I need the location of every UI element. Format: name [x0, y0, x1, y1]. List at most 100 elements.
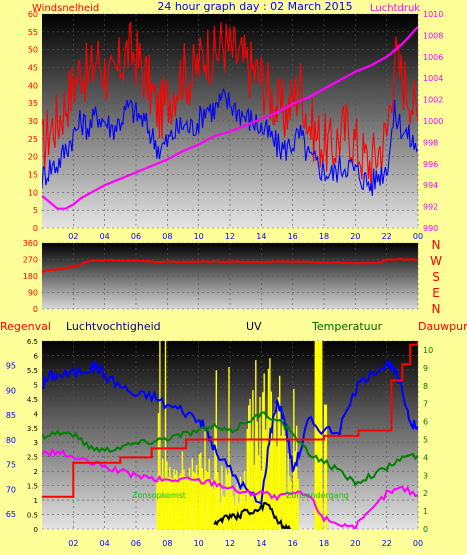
y-uv-tick: 0.5: [27, 512, 38, 520]
y-uv-tick: 1: [34, 497, 38, 505]
y-left-tick: 40: [28, 81, 38, 90]
uv-bar: [191, 458, 193, 529]
y-right-tick: 1002: [423, 96, 443, 105]
uv-bar: [157, 413, 160, 529]
uv-bar: [277, 397, 279, 529]
uv-bar: [159, 341, 161, 529]
uv-bar: [283, 412, 285, 529]
uv-bar: [166, 461, 168, 529]
uv-bar: [294, 451, 296, 529]
uv-bar: [249, 398, 251, 529]
compass-label: W: [430, 254, 442, 268]
uv-bar: [194, 473, 196, 529]
uv-bar: [176, 470, 178, 529]
uv-bar: [229, 466, 232, 529]
uv-bar: [181, 451, 184, 529]
uv-bar: [205, 470, 208, 529]
uv-bar: [170, 477, 172, 529]
panel2-lines: [42, 257, 418, 274]
panel1-left-label: Windsnelheid: [32, 3, 99, 14]
y-humidity-tick: 80: [6, 436, 16, 445]
compass-label: S: [432, 270, 440, 284]
series-luchtdruk: [42, 26, 418, 210]
x-tick: 10: [194, 539, 204, 548]
uv-bar: [262, 392, 264, 529]
uv-bar: [297, 478, 299, 529]
uv-bar: [224, 496, 226, 529]
uv-bar: [211, 479, 213, 529]
y-uv-tick: 5: [34, 381, 38, 389]
uv-bar: [188, 467, 191, 529]
series-uv: [213, 501, 293, 529]
y-temp-tick: 9: [423, 364, 428, 373]
y-left-tick: 20: [28, 153, 38, 162]
x-tick: 04: [100, 539, 110, 548]
x-tick: 20: [350, 232, 360, 241]
x-tick: 02: [68, 539, 78, 548]
uv-bar: [290, 481, 292, 529]
series-temperatuur: [42, 411, 418, 487]
uv-bar: [193, 471, 195, 529]
uv-bar: [324, 404, 328, 529]
uv-bar: [256, 421, 258, 529]
y-humidity-tick: 65: [6, 510, 16, 519]
uv-bar: [186, 477, 188, 529]
y-right-tick: 996: [423, 160, 438, 169]
y-left-tick: 60: [28, 10, 38, 19]
uv-bar: [222, 495, 224, 529]
y-uv-tick: 0: [34, 526, 38, 534]
uv-bar: [246, 428, 248, 529]
y-temp-tick: 10: [423, 346, 433, 355]
y-left-tick: 15: [28, 171, 38, 180]
y-left-tick: 50: [28, 46, 38, 55]
series-windrichting: [42, 257, 418, 274]
y-uv-tick: 5.5: [27, 367, 38, 375]
uv-bar: [225, 468, 227, 529]
y-temp-tick: 1: [423, 507, 428, 516]
y-right-tick: 1008: [423, 31, 443, 40]
y-humidity-tick: 90: [6, 386, 16, 395]
y-temp-tick: 5: [423, 435, 428, 444]
series-windstoot: [42, 87, 418, 196]
sunrise-annotation: Zonsopkomst: [132, 491, 186, 500]
uv-bar: [274, 404, 277, 529]
x-tick: 00: [413, 539, 423, 548]
x-tick: 12: [225, 539, 235, 548]
y-humidity-tick: 75: [6, 461, 16, 470]
uv-bar: [178, 475, 181, 529]
panel3-label-rain: Regenval: [0, 320, 51, 333]
uv-bar: [221, 465, 223, 529]
panel3-label-uv: UV: [246, 320, 262, 333]
uv-bar: [245, 501, 247, 529]
y-left-tick: 10: [28, 188, 38, 197]
x-tick: 02: [68, 232, 78, 241]
uv-bar: [208, 458, 210, 529]
uv-bar: [263, 373, 265, 529]
uv-bar: [201, 468, 203, 529]
uv-bar: [270, 391, 272, 529]
y-uv-tick: 2: [34, 468, 38, 476]
y-temp-tick: 4: [423, 453, 428, 462]
uv-bar: [236, 484, 239, 529]
series-dauwpunt: [42, 447, 418, 529]
uv-bar: [218, 481, 220, 529]
uv-bar: [200, 452, 202, 529]
panel1-lines: [42, 20, 418, 210]
uv-bar: [180, 473, 182, 529]
uv-bar: [232, 496, 234, 529]
panel3-label-dewpoint: Dauwpunt: [418, 320, 467, 333]
compass-label: N: [432, 238, 441, 252]
uv-bar: [266, 418, 268, 529]
y-left-tick: 55: [28, 28, 38, 37]
y-uv-tick: 2.5: [27, 454, 38, 462]
y-right-tick: 1000: [423, 117, 443, 126]
uv-bar: [195, 465, 198, 529]
y-temp-tick: 2: [423, 489, 428, 498]
x-tick: 14: [256, 539, 266, 548]
uv-bar: [187, 479, 189, 529]
y-uv-tick: 3: [34, 439, 38, 447]
uv-bar: [173, 469, 175, 529]
uv-bar: [279, 375, 281, 529]
uv-bar: [248, 405, 250, 529]
y-dir-tick: 0: [33, 305, 38, 314]
